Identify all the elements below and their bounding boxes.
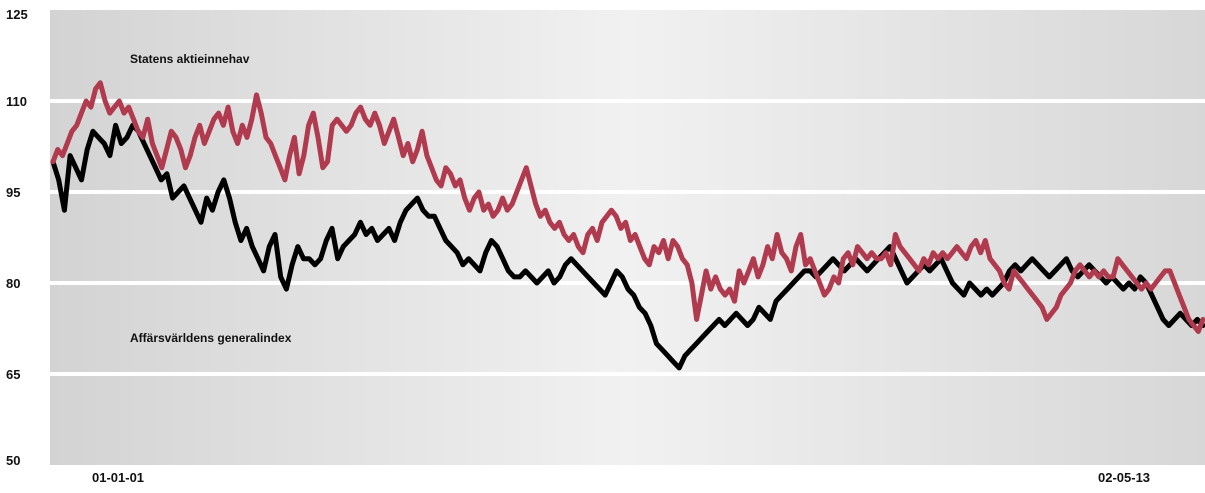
x-label-start: 01-01-01 xyxy=(92,470,144,485)
y-tick-label: 80 xyxy=(6,276,20,291)
y-tick-label: 65 xyxy=(6,367,20,382)
series-label-statens: Statens aktieinnehav xyxy=(130,52,250,66)
x-label-end: 02-05-13 xyxy=(1098,470,1150,485)
series-label-affarsvarlden: Affärsvärldens generalindex xyxy=(130,331,292,345)
y-tick-label: 95 xyxy=(6,185,20,200)
series-line-affarsvardens-generalindex xyxy=(50,122,1205,371)
y-tick-label: 125 xyxy=(6,7,28,22)
y-tick-label: 50 xyxy=(6,453,20,468)
y-axis-ticks: 125 110 95 80 65 50 xyxy=(6,7,28,468)
series-line-statens-aktieinnehav xyxy=(50,80,1205,334)
y-tick-label: 110 xyxy=(6,94,27,109)
series-layer xyxy=(50,80,1205,371)
